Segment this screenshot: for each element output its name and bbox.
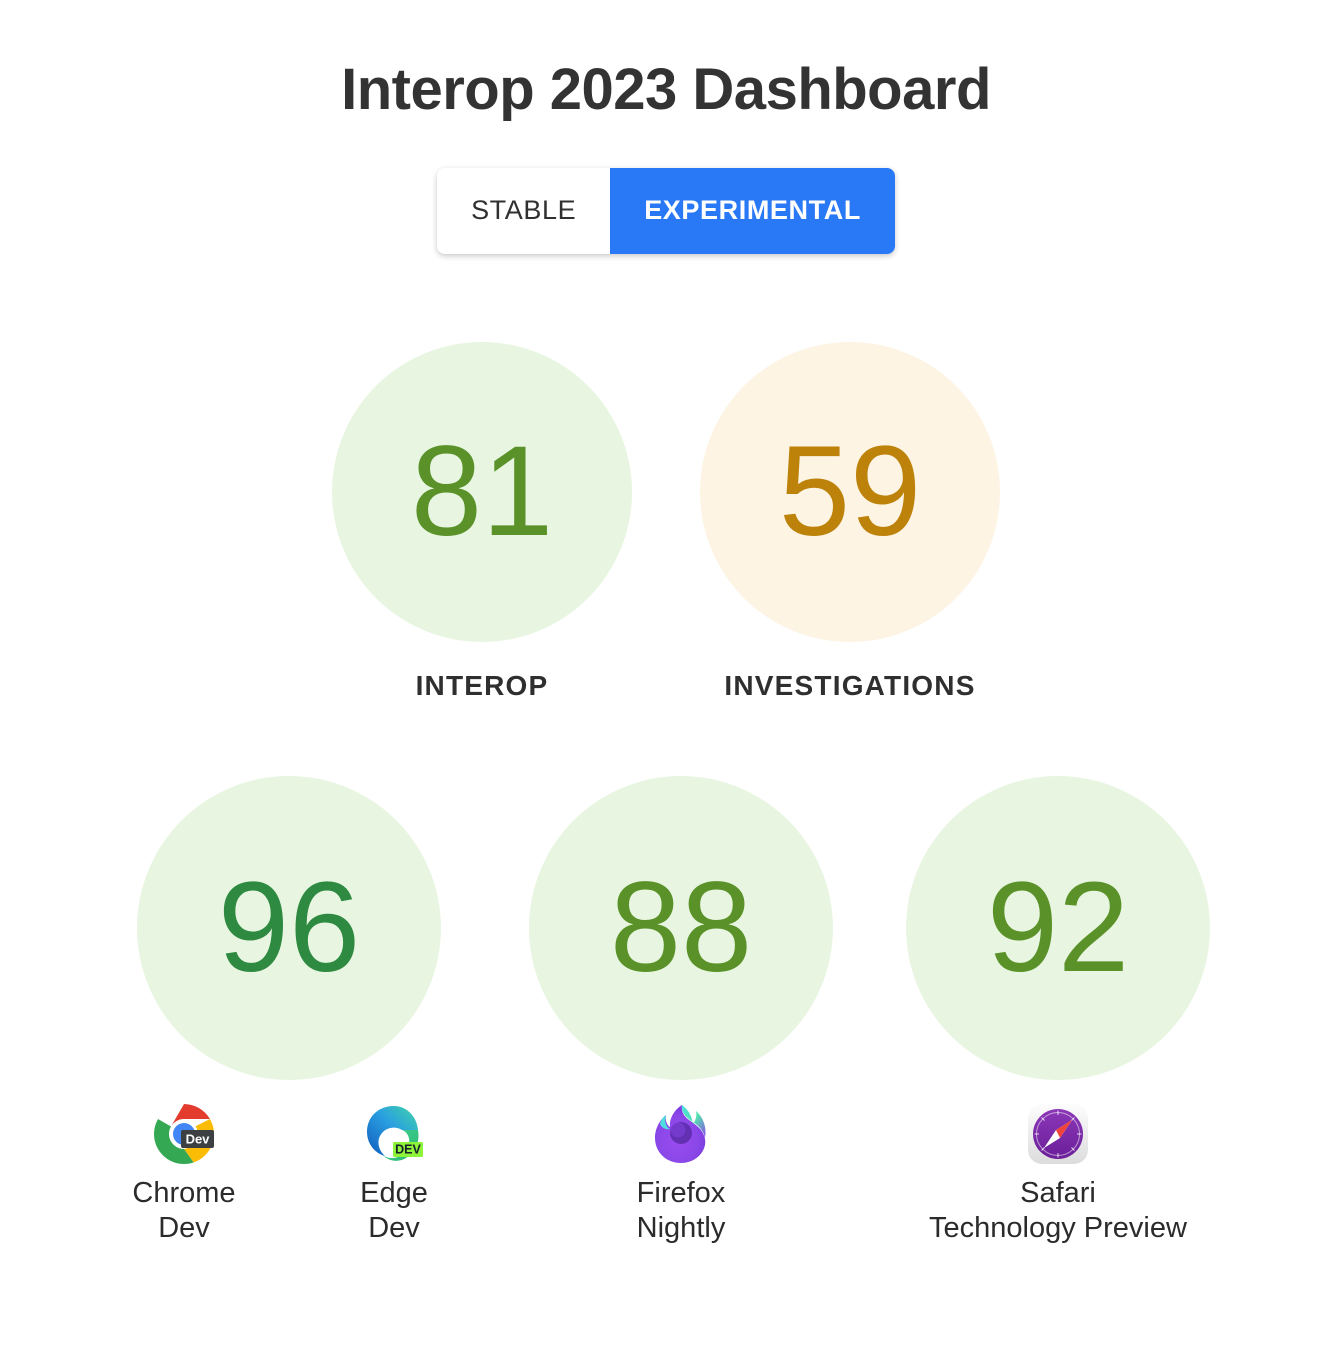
browser-group-firefox: 88: [529, 775, 833, 1246]
browser-label-chrome-dev: Chrome Dev: [132, 1176, 236, 1244]
browser-group-safari: 92: [893, 775, 1223, 1246]
browser-legend-safari: Safari Technology Preview: [893, 1102, 1223, 1246]
tab-stable[interactable]: STABLE: [437, 167, 611, 254]
browser-legend-firefox: Firefox Nightly: [606, 1102, 756, 1246]
summary-cell-investigations: 59 INVESTIGATIONS: [700, 341, 1000, 702]
score-circle-firefox[interactable]: 88: [529, 775, 833, 1080]
chrome-dev-icon: Dev: [152, 1102, 216, 1166]
firefox-nightly-icon: [649, 1102, 713, 1166]
svg-text:Dev: Dev: [186, 1131, 211, 1146]
summary-label-investigations: INVESTIGATIONS: [724, 669, 976, 701]
svg-text:DEV: DEV: [395, 1142, 421, 1156]
page-title: Interop 2023 Dashboard: [341, 57, 991, 122]
tab-experimental[interactable]: EXPERIMENTAL: [610, 167, 895, 254]
view-toggle-container: STABLE EXPERIMENTAL: [0, 167, 1332, 254]
browser-scores-row: 96: [0, 775, 1332, 1246]
browser-item-safari-technology-preview[interactable]: Safari Technology Preview: [893, 1102, 1223, 1246]
browser-item-edge-dev[interactable]: DEV Edge Dev: [319, 1102, 469, 1246]
summary-scores-row: 81 INTEROP 59 INVESTIGATIONS: [0, 341, 1332, 702]
browser-item-chrome-dev[interactable]: Dev Chrome Dev: [109, 1102, 259, 1246]
summary-cell-interop: 81 INTEROP: [332, 341, 632, 702]
score-circle-investigations[interactable]: 59: [700, 341, 1000, 642]
browser-group-chromium: 96: [109, 775, 469, 1246]
edge-dev-icon: DEV: [362, 1102, 426, 1166]
view-toggle: STABLE EXPERIMENTAL: [437, 167, 895, 254]
score-circle-interop[interactable]: 81: [332, 341, 632, 642]
browser-label-safari-technology-preview: Safari Technology Preview: [929, 1176, 1187, 1244]
browser-item-firefox-nightly[interactable]: Firefox Nightly: [606, 1102, 756, 1246]
score-circle-safari[interactable]: 92: [906, 775, 1210, 1080]
browser-legend-chromium: Dev Chrome Dev: [109, 1102, 469, 1246]
summary-label-interop: INTEROP: [415, 669, 549, 701]
browser-label-edge-dev: Edge Dev: [360, 1176, 428, 1244]
safari-technology-preview-icon: [1026, 1102, 1090, 1166]
score-circle-chromium[interactable]: 96: [137, 775, 441, 1080]
browser-label-firefox-nightly: Firefox Nightly: [636, 1176, 726, 1244]
